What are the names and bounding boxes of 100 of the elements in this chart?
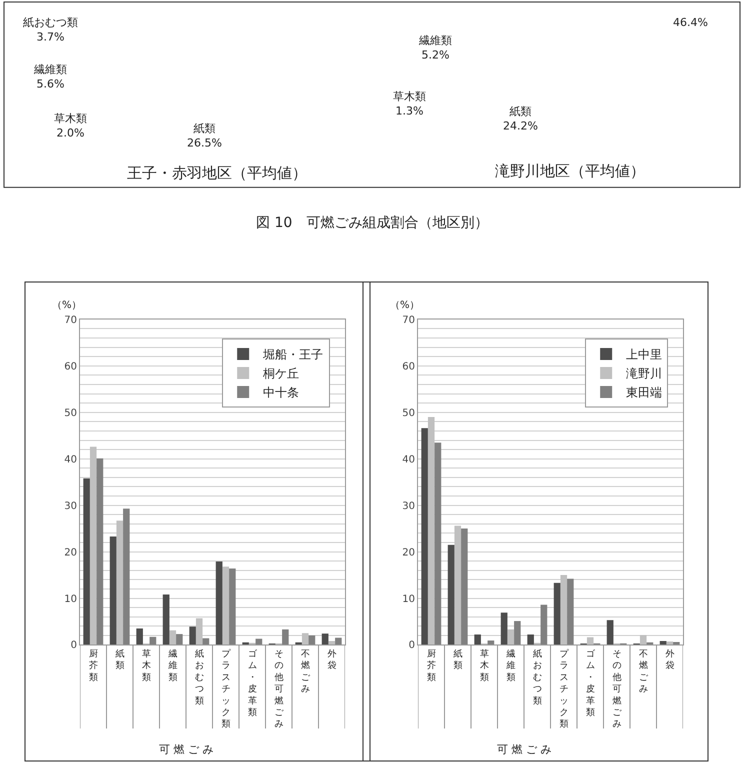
y-tick-label: 20 [64, 547, 77, 558]
x-tick-label: 紙類 [115, 648, 124, 672]
x-tick-label: ゴム・皮革類 [586, 648, 596, 718]
text: 紙おむつ類 3.7% [23, 16, 78, 44]
y-tick-label: 40 [402, 454, 415, 466]
x-tick-label: 草木類 [142, 648, 151, 683]
x-tick-label: その他可燃ごみ [274, 650, 284, 730]
text: 滝野川地区（平均値） [495, 162, 645, 180]
bar [282, 629, 289, 645]
bar [421, 428, 428, 645]
bar [666, 641, 674, 645]
text: 繊維類 5.6% [33, 63, 67, 90]
y-tick-label: 0 [408, 640, 415, 652]
bar [202, 638, 210, 645]
bar [83, 478, 90, 645]
text: 王子・赤羽地区（平均値） [127, 164, 307, 182]
x-tick-label: 草木類 [480, 648, 489, 683]
bar [560, 575, 568, 645]
bar [123, 508, 130, 645]
bar [176, 634, 183, 645]
bar [222, 566, 230, 645]
bar [586, 637, 594, 645]
bar [606, 620, 614, 645]
bar [507, 629, 514, 645]
x-tick-label: プラスチック類 [559, 648, 570, 730]
y-tick-label: 40 [64, 454, 77, 466]
bar [434, 442, 442, 645]
x-tick-label: 繊維類 [167, 648, 178, 683]
bar [454, 526, 462, 645]
legend-label: 東田端 [626, 386, 662, 400]
y-tick-label: 60 [402, 361, 415, 372]
bar [461, 528, 468, 645]
text: 紙類 24.2% [503, 105, 538, 132]
bar [169, 630, 176, 645]
bar [527, 634, 534, 645]
legend-label: 堀船・王子 [262, 348, 324, 362]
bar [335, 638, 342, 645]
text: 紙類 26.5% [187, 122, 222, 150]
x-tick-label: 紙類 [453, 648, 462, 672]
legend-label: 桐ケ丘 [262, 366, 300, 381]
bar [567, 578, 574, 645]
bar [216, 562, 222, 645]
bar [640, 634, 647, 645]
bar [448, 544, 454, 645]
x-tick-label: 紙おむつ類 [194, 648, 204, 706]
bar [302, 633, 309, 645]
legend-label: 中十条 [263, 386, 300, 400]
legend-label: 滝野川 [626, 366, 662, 381]
bar [500, 612, 508, 645]
bar [189, 626, 196, 645]
x-axis-title: 可 燃 ご み [497, 743, 552, 756]
bar [136, 628, 143, 645]
bar [514, 621, 521, 645]
bar [554, 582, 560, 645]
y-tick-label: 10 [402, 594, 415, 605]
y-axis-title: （%） [390, 300, 420, 311]
y-axis-title: （%） [52, 300, 82, 311]
y-tick-label: 30 [402, 500, 415, 512]
x-axis-title: 可 燃 ご み [159, 743, 214, 756]
text: 繊維類 5.2% [418, 34, 452, 62]
bar [474, 634, 481, 645]
bar [428, 417, 435, 645]
x-tick-label: 厨芥類 [426, 648, 436, 683]
text: 草木類 2.0% [54, 112, 87, 140]
x-tick-label: 外袋 [665, 648, 674, 672]
x-tick-label: その他可燃ごみ [612, 650, 622, 730]
x-tick-label: 不燃ごみ [300, 650, 311, 695]
bar [328, 641, 336, 645]
y-tick-label: 0 [70, 640, 77, 652]
bar [660, 641, 666, 645]
bar [229, 568, 236, 645]
bar [540, 604, 548, 645]
x-tick-label: 外袋 [327, 648, 336, 672]
x-tick-label: 不燃ごみ [638, 650, 649, 695]
bar [116, 520, 124, 645]
x-tick-label: 厨芥類 [88, 648, 98, 683]
bar [162, 594, 170, 645]
bar [150, 636, 156, 645]
bar [256, 638, 262, 645]
bar [308, 635, 316, 645]
bar [90, 446, 97, 645]
text: 図 10 可燃ごみ組成割合（地区別） [256, 215, 488, 231]
bar [488, 640, 494, 645]
y-tick-label: 50 [64, 408, 77, 419]
bar [96, 458, 104, 645]
y-tick-label: 60 [64, 361, 77, 372]
x-tick-label: 紙おむつ類 [532, 648, 542, 706]
text: 草木類 1.3% [393, 90, 426, 118]
bar [322, 634, 328, 645]
x-tick-label: 繊維類 [505, 648, 516, 683]
bar [196, 618, 203, 645]
y-tick-label: 50 [402, 408, 415, 419]
x-tick-label: プラスチック類 [221, 648, 232, 730]
y-tick-label: 70 [64, 314, 77, 326]
y-tick-label: 30 [64, 500, 77, 512]
y-tick-label: 20 [402, 547, 415, 558]
text: 46.4% [673, 16, 708, 29]
bar [110, 536, 116, 645]
x-tick-label: ゴム・皮革類 [248, 648, 258, 718]
y-tick-label: 70 [402, 314, 415, 326]
